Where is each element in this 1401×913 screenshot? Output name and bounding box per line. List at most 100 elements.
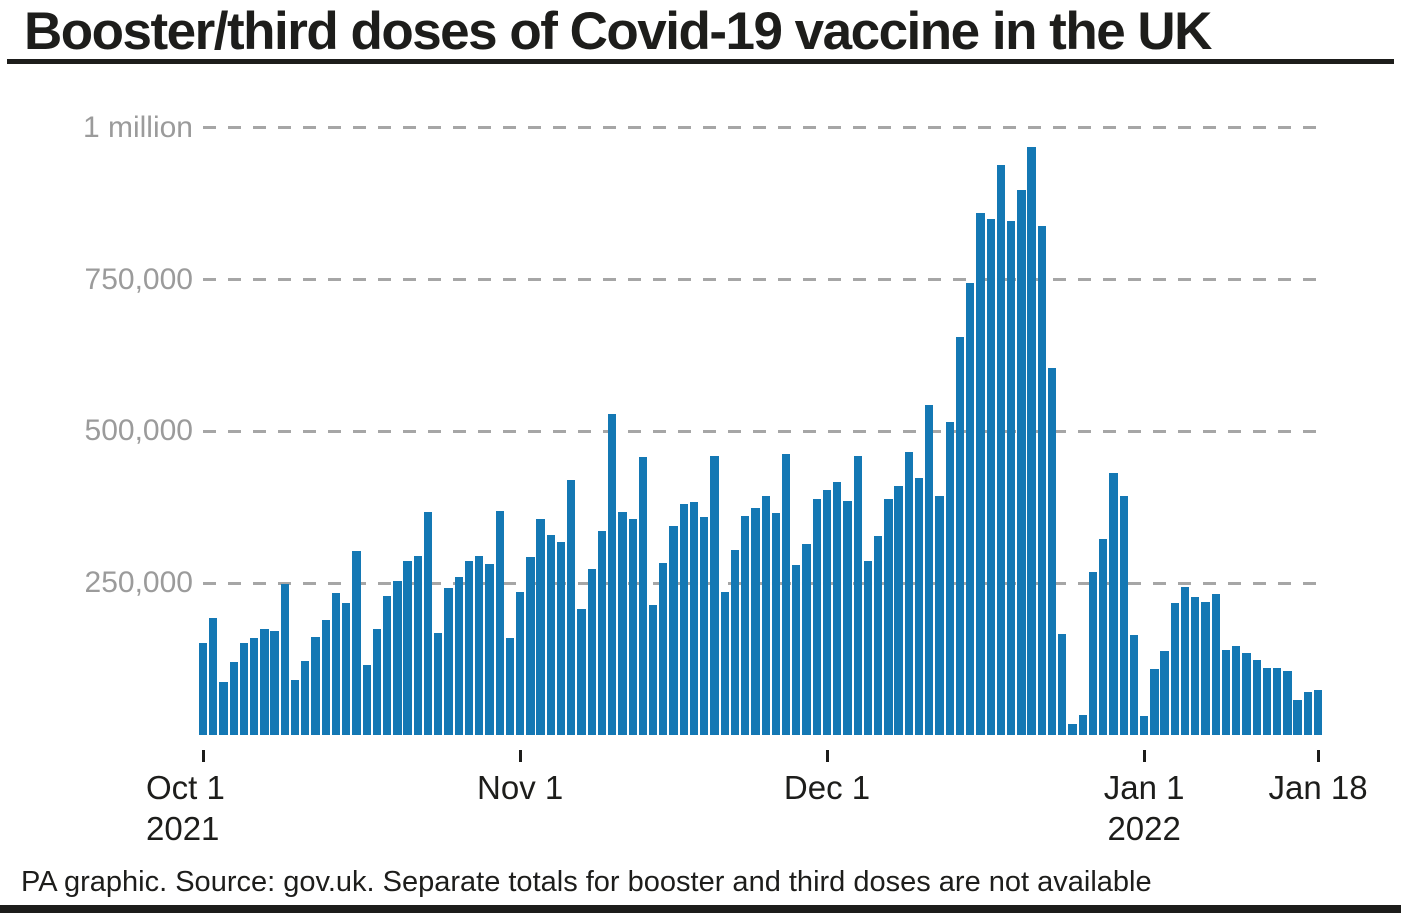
bar <box>710 456 719 735</box>
bar <box>863 561 873 735</box>
y-axis-label: 1 million <box>82 110 193 144</box>
bar <box>1007 221 1016 735</box>
bar <box>1313 690 1323 735</box>
bar <box>1140 716 1149 735</box>
bar <box>669 526 678 735</box>
bar <box>761 496 770 735</box>
title-rule <box>7 59 1394 64</box>
bar <box>280 584 289 735</box>
bar <box>352 551 361 735</box>
bar <box>976 212 985 735</box>
x-axis-label-date: Dec 1 <box>783 769 871 806</box>
bar <box>1242 653 1251 735</box>
bar <box>874 536 883 735</box>
bar <box>403 561 412 735</box>
bar <box>1027 147 1036 735</box>
bar <box>1232 646 1241 735</box>
bar <box>1058 634 1067 735</box>
bar <box>321 619 330 735</box>
x-axis-tick <box>1316 750 1320 762</box>
bar <box>362 664 371 735</box>
x-axis-label: Dec 1 <box>784 767 870 808</box>
bar <box>659 563 668 735</box>
bar <box>628 519 637 735</box>
gridline-750000 <box>203 278 1320 282</box>
x-axis-label: Jan 1 2022 <box>1104 767 1185 849</box>
bar <box>730 550 740 735</box>
bar <box>1201 602 1210 735</box>
chart-title: Booster/third doses of Covid-19 vaccine … <box>24 2 1212 61</box>
bar <box>781 454 791 735</box>
bar <box>955 337 965 735</box>
bar <box>556 541 566 735</box>
bar <box>802 544 811 735</box>
bar <box>853 456 862 735</box>
bar <box>1191 596 1200 735</box>
y-axis-label: 750,000 <box>84 262 193 296</box>
gridline-1000000 <box>203 126 1320 130</box>
x-axis-label: Jan 18 <box>1269 767 1368 808</box>
bar <box>741 516 750 735</box>
bar <box>1293 699 1302 735</box>
bar <box>812 499 821 735</box>
bar <box>229 661 238 735</box>
bar <box>608 413 617 735</box>
x-axis-tick <box>518 750 522 762</box>
bar <box>413 556 422 735</box>
x-axis-label-date: Oct 1 <box>146 769 225 806</box>
x-axis-label-year: 2022 <box>1107 810 1181 847</box>
bar <box>638 456 648 735</box>
x-axis-tick <box>201 750 205 762</box>
gridline-500000 <box>203 429 1320 433</box>
bar <box>239 642 249 735</box>
bar <box>311 636 320 735</box>
bottom-rule <box>0 905 1401 913</box>
x-axis-label-year: 2021 <box>146 810 220 847</box>
bar <box>342 602 351 735</box>
bar <box>822 489 832 735</box>
bar <box>1078 714 1087 735</box>
bar <box>444 588 453 735</box>
bar <box>1221 649 1231 735</box>
bar <box>423 512 433 735</box>
bar <box>567 479 576 735</box>
bar <box>250 637 259 735</box>
bar <box>260 628 269 735</box>
x-axis-label: Oct 1 2021 <box>146 767 225 849</box>
bar <box>771 513 781 735</box>
bar <box>1283 671 1292 735</box>
bar <box>1047 367 1057 735</box>
bar <box>1160 651 1169 735</box>
bar <box>833 481 842 735</box>
bar <box>986 218 995 735</box>
x-axis-label: Nov 1 <box>477 767 563 808</box>
x-axis-label-date: Jan 1 <box>1103 769 1185 806</box>
bar <box>301 660 310 735</box>
bar <box>475 556 484 735</box>
bar <box>1170 602 1179 735</box>
bar <box>577 609 586 735</box>
bar <box>331 592 341 735</box>
source-note: PA graphic. Source: gov.uk. Separate tot… <box>21 866 1152 898</box>
bar <box>209 618 218 735</box>
bar <box>1017 190 1026 735</box>
bar <box>393 581 402 735</box>
bar <box>290 680 300 735</box>
bar <box>1150 669 1159 735</box>
bar <box>1273 668 1282 735</box>
bar <box>618 512 627 735</box>
bar <box>648 605 658 735</box>
bar <box>904 452 914 735</box>
bar <box>372 628 382 735</box>
bar <box>597 530 607 735</box>
bar <box>751 507 760 735</box>
bar <box>505 638 515 735</box>
bar <box>945 422 954 735</box>
bar <box>219 681 228 735</box>
bar <box>1129 635 1139 735</box>
bar <box>935 496 944 735</box>
bar <box>792 564 801 735</box>
bar <box>464 561 474 735</box>
bar <box>884 499 893 735</box>
bar <box>1180 586 1190 735</box>
